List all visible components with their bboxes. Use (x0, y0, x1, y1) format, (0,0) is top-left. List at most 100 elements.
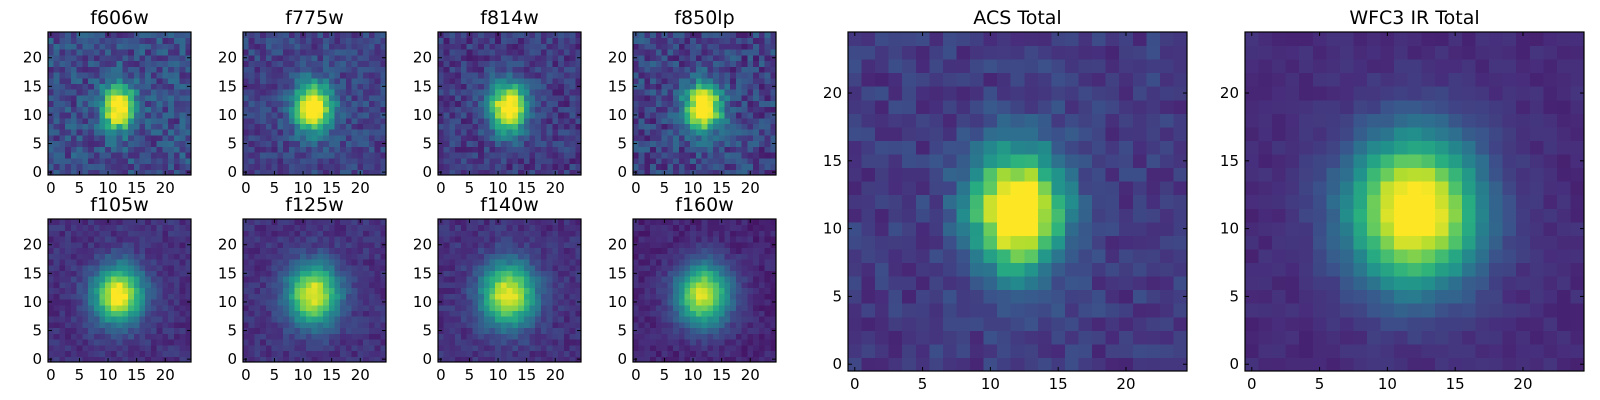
heatmap-cell (512, 350, 519, 357)
heatmap-cell (770, 157, 777, 165)
heatmap-cell (323, 264, 330, 271)
heatmap-cell (460, 224, 468, 231)
heatmap-cell (741, 316, 748, 323)
heatmap-cell (747, 123, 754, 130)
heatmap-cell (128, 356, 135, 363)
heatmap-cell (483, 112, 490, 119)
heatmap-cell (133, 230, 141, 237)
heatmap-cell (110, 37, 118, 44)
heatmap-cell (254, 117, 261, 125)
heatmap-cell (363, 134, 370, 142)
heatmap-cell (443, 129, 450, 136)
heatmap-cell (575, 100, 582, 107)
heatmap-cell (569, 83, 576, 90)
heatmap-cell (718, 106, 726, 113)
heatmap-cell (546, 106, 553, 113)
heatmap-cell (185, 152, 192, 159)
heatmap-cell (162, 123, 169, 130)
heatmap-cell (260, 83, 267, 90)
heatmap-cell (368, 310, 376, 317)
heatmap-cell (162, 224, 169, 231)
heatmap-cell (506, 339, 513, 346)
heatmap-cells (438, 32, 582, 176)
heatmap-cell (713, 66, 720, 73)
heatmap-cell (283, 43, 290, 50)
heatmap-cell (76, 276, 83, 283)
heatmap-cell (156, 89, 163, 96)
heatmap-cell (523, 339, 531, 346)
heatmap-cell (122, 287, 129, 294)
heatmap-cell (116, 129, 123, 136)
heatmap-cell (667, 356, 674, 363)
heatmap-cell (460, 106, 468, 113)
heatmap-cell (753, 140, 760, 147)
heatmap-cell (495, 54, 502, 62)
heatmap-cell (489, 60, 496, 67)
heatmap-cell (512, 321, 519, 329)
heatmap-cell (168, 316, 175, 323)
heatmap-cell (139, 43, 146, 50)
heatmap-cell (88, 146, 95, 153)
heatmap-cell (724, 77, 731, 84)
heatmap-cell (730, 293, 737, 300)
heatmap-cell (690, 134, 697, 142)
heatmap-cell (168, 163, 175, 170)
heatmap-cell (162, 83, 169, 90)
heatmap-cell (82, 89, 89, 96)
heatmap-cell (340, 259, 347, 266)
heatmap-cell (478, 169, 485, 176)
heatmap-cell (294, 157, 301, 165)
heatmap-cell (569, 316, 576, 323)
heatmap-cell (735, 72, 743, 79)
heatmap-cell (655, 43, 663, 50)
heatmap-cell (265, 224, 273, 231)
heatmap-cell (758, 77, 766, 84)
heatmap-cell (162, 287, 169, 294)
heatmap-cell (128, 100, 135, 107)
heatmap-cell (758, 83, 766, 90)
heatmap-cell (495, 89, 502, 96)
heatmap-cell (105, 224, 112, 231)
heatmap-cell (116, 112, 123, 119)
heatmap-cell (168, 304, 175, 312)
heatmap-cell (254, 293, 261, 300)
heatmap-cell (518, 281, 525, 289)
heatmap-cell (523, 333, 531, 340)
heatmap-cell (300, 270, 307, 277)
heatmap-cell (730, 299, 737, 306)
heatmap-cell (133, 89, 141, 96)
heatmap-cell (438, 333, 445, 340)
heatmap-cell (323, 224, 330, 231)
heatmap-cells (633, 32, 777, 176)
heatmap-cell (150, 140, 158, 147)
heatmap-cell (168, 129, 175, 136)
heatmap-cell (105, 344, 112, 352)
heatmap-cell (150, 43, 158, 50)
heatmap-cell (145, 281, 152, 289)
heatmap-cell (380, 259, 387, 266)
heatmap-cell (523, 304, 531, 312)
heatmap-cell (260, 253, 267, 260)
heatmap-cell (764, 89, 771, 96)
heatmap-cell (569, 339, 576, 346)
heatmap-cell (294, 32, 301, 39)
heatmap-cell (173, 276, 181, 283)
heatmap-cell (489, 66, 496, 73)
heatmap-cell (569, 299, 576, 306)
heatmap-cell (667, 350, 674, 357)
heatmap-cell (317, 299, 324, 306)
heatmap-cell (168, 224, 175, 231)
heatmap-cell (753, 316, 760, 323)
heatmap-cell (116, 83, 123, 90)
heatmap-cell (569, 276, 576, 283)
heatmap-cell (506, 32, 513, 39)
heatmap-cell (483, 287, 490, 294)
heatmap-cell (53, 281, 60, 289)
heatmap-cell (735, 66, 743, 73)
heatmap-cell (380, 129, 387, 136)
heatmap-cell (644, 49, 651, 56)
heatmap-cell (518, 241, 525, 249)
heatmap-cell (88, 259, 95, 266)
heatmap-cell (288, 236, 295, 243)
heatmap-cell (546, 129, 553, 136)
